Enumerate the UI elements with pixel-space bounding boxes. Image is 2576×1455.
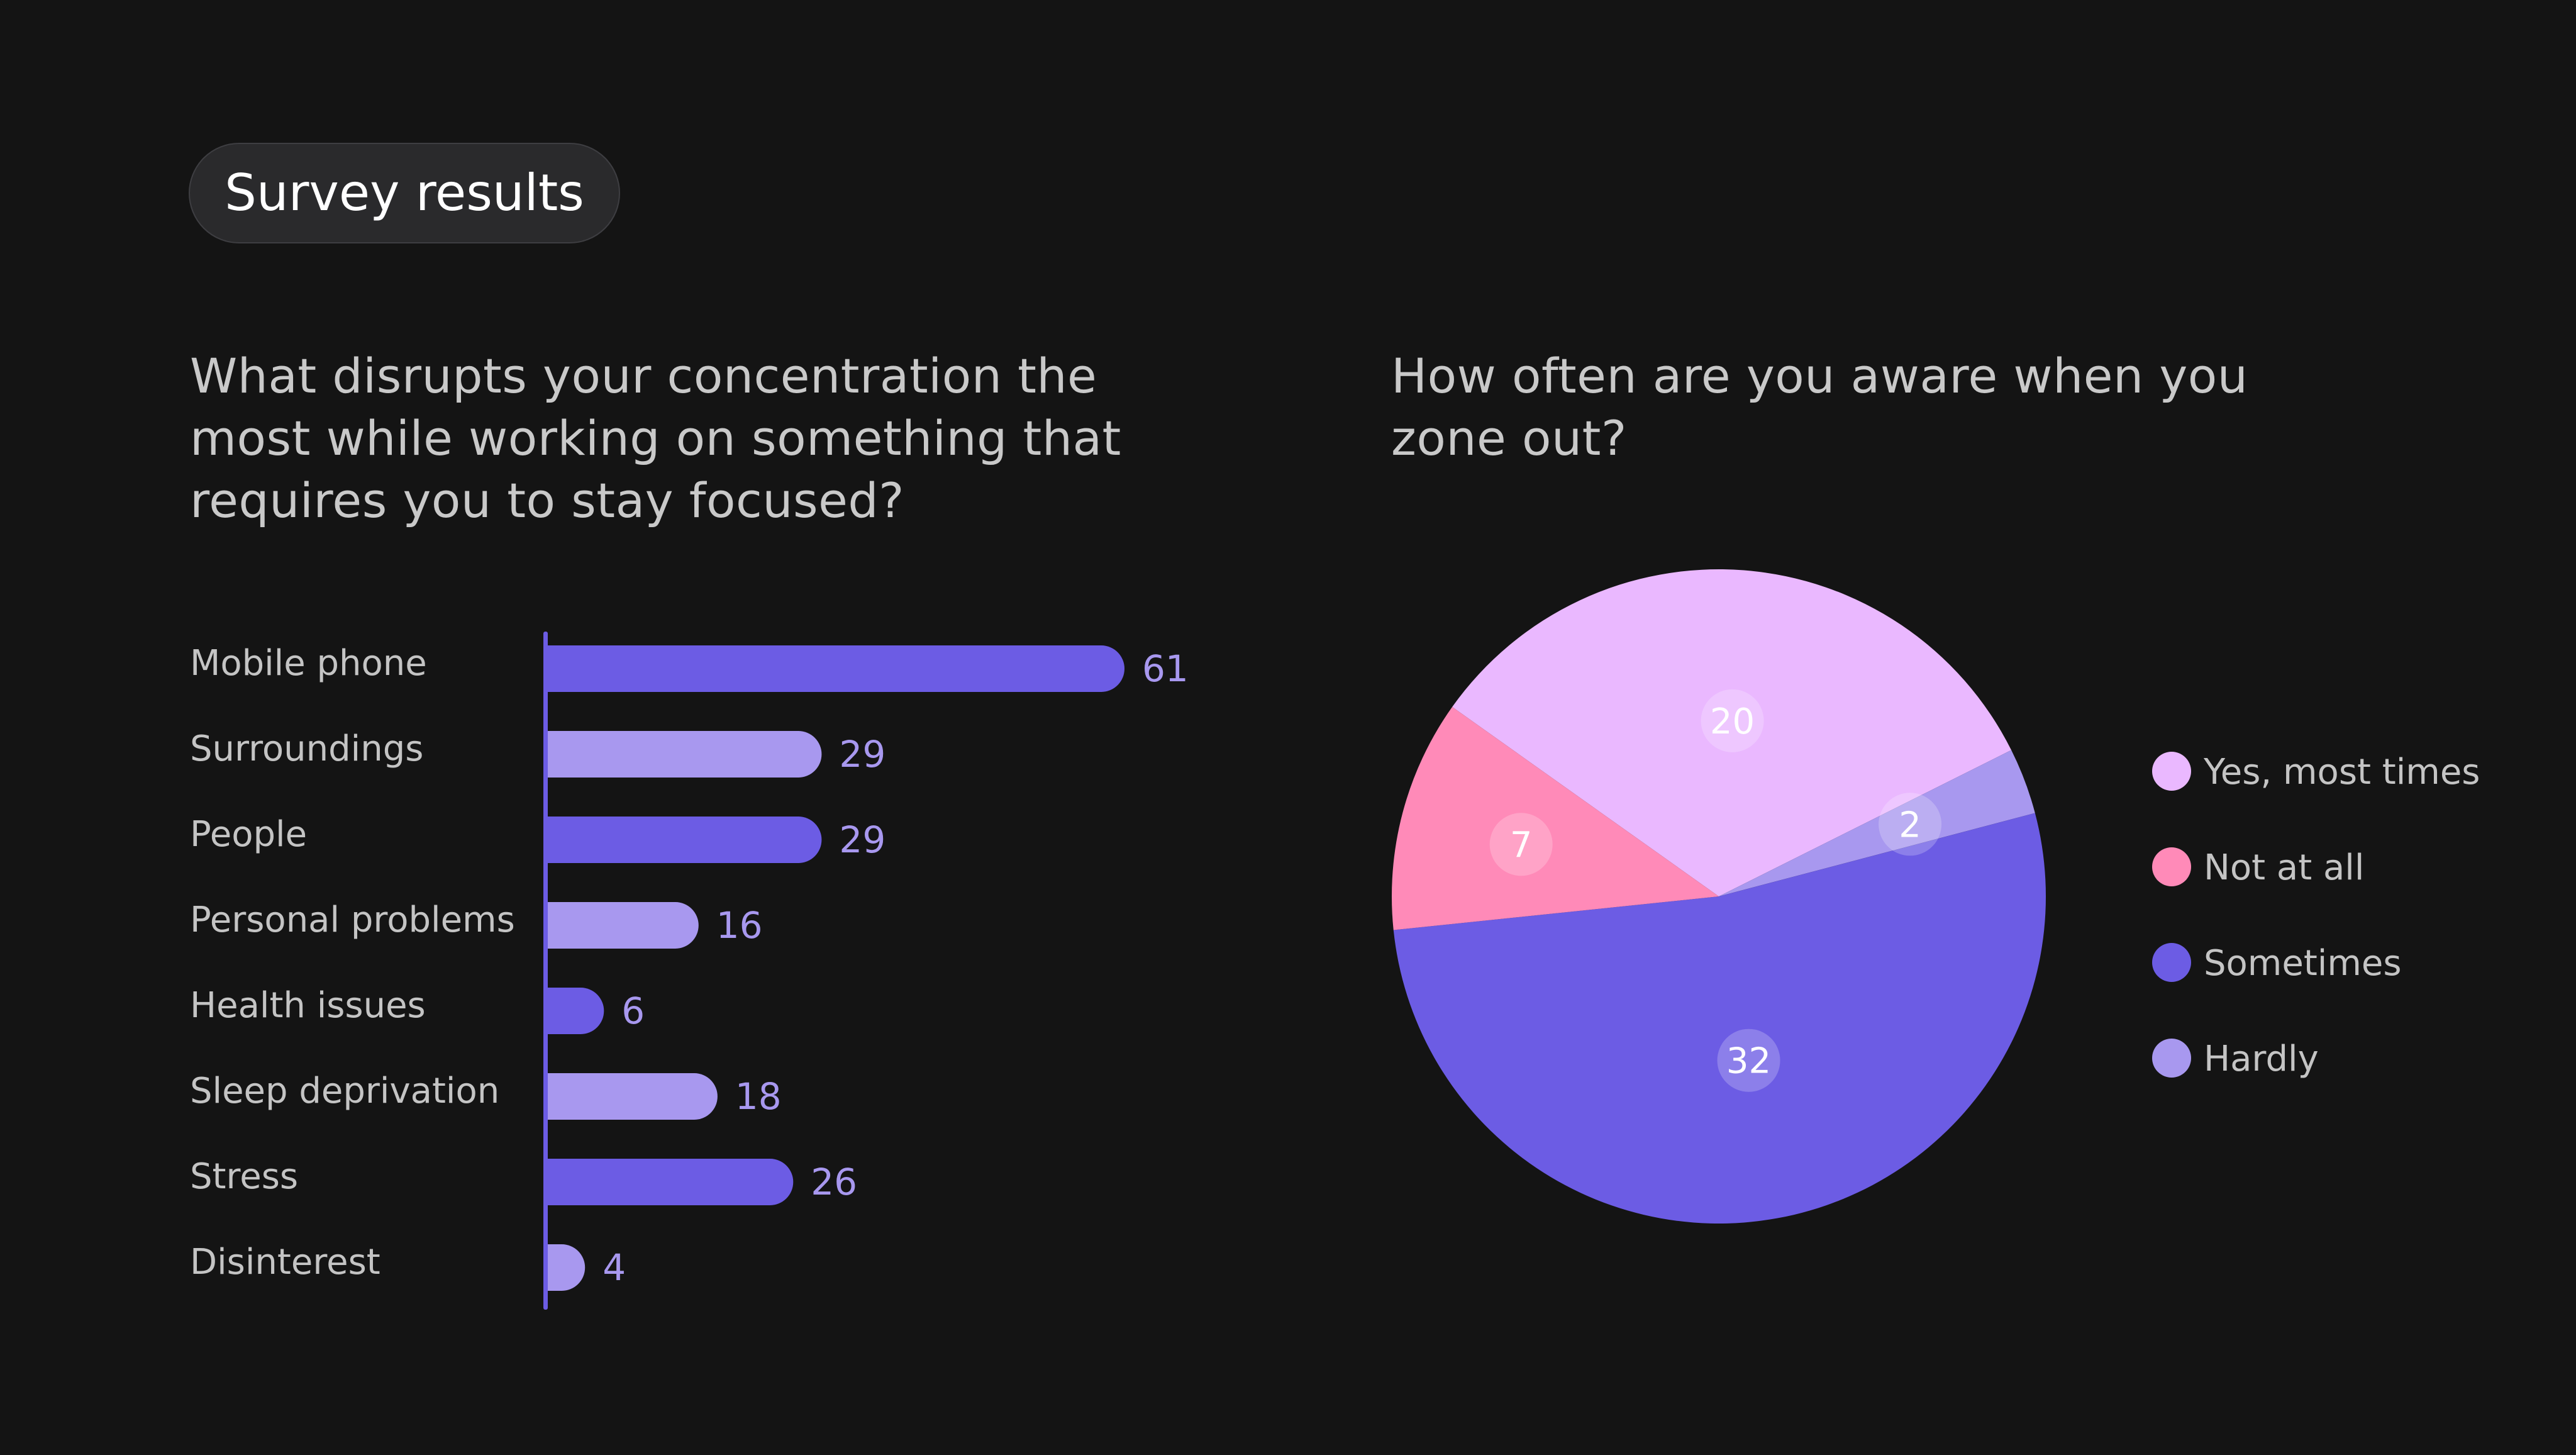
bar-axis-line xyxy=(543,632,548,1310)
pie-slice xyxy=(1392,706,1719,930)
bar-chart: Mobile phone 61 Surroundings 29 People 29 Pers… xyxy=(190,632,1189,1310)
bar xyxy=(547,988,604,1034)
bar-category-label: Sleep deprivation xyxy=(190,1071,499,1112)
legend-swatch xyxy=(2152,1039,2191,1078)
bar-value-label: 29 xyxy=(839,818,886,861)
legend-label: Not at all xyxy=(2204,847,2364,888)
bar-category-label: Surroundings xyxy=(190,728,423,769)
bar-value-label: 6 xyxy=(621,990,645,1032)
legend-swatch xyxy=(2152,752,2191,791)
bar-value-label: 29 xyxy=(839,733,886,776)
pie-value-badge xyxy=(1701,689,1764,752)
legend-swatch xyxy=(2152,943,2191,982)
bar-value-label: 4 xyxy=(602,1246,626,1289)
bar xyxy=(547,817,822,863)
bar-category-label: People xyxy=(190,814,307,855)
bar xyxy=(547,902,699,949)
bar-value-label: 18 xyxy=(735,1075,782,1118)
pie-slice xyxy=(1393,813,2046,1224)
pie-value-badge xyxy=(1717,1029,1780,1092)
pie-value-label: 20 xyxy=(1710,701,1755,742)
pie-value-label: 7 xyxy=(1510,825,1533,866)
bar xyxy=(547,731,822,778)
pie-value-label: 32 xyxy=(1726,1041,1771,1082)
bar xyxy=(547,645,1124,692)
pie-value-label: 2 xyxy=(1899,805,1921,845)
bar xyxy=(547,1073,718,1120)
legend-label: Hardly xyxy=(2204,1039,2319,1079)
bar-value-label: 26 xyxy=(811,1161,857,1203)
bar-chart-title: What disrupts your concentration the mos… xyxy=(190,348,1121,528)
bar-category-label: Stress xyxy=(190,1156,298,1197)
legend-label: Sometimes xyxy=(2204,943,2402,984)
bar-value-label: 61 xyxy=(1142,647,1189,690)
bar xyxy=(547,1159,794,1205)
legend-label: Yes, most times xyxy=(2203,752,2480,793)
pie-chart-title: How often are you aware when you zone ou… xyxy=(1391,348,2248,466)
bar-value-label: 16 xyxy=(716,904,763,947)
bar-category-label: Personal problems xyxy=(190,900,515,940)
bar-category-label: Disinterest xyxy=(190,1242,380,1283)
bar-category-label: Mobile phone xyxy=(190,643,427,684)
pie-slice xyxy=(1452,569,2012,896)
survey-results-badge: Survey results xyxy=(189,143,620,243)
bar xyxy=(547,1244,586,1291)
legend-swatch xyxy=(2152,847,2191,886)
pie-value-badge xyxy=(1489,813,1553,876)
pie-slice xyxy=(1719,750,2035,896)
pie-value-badge xyxy=(1879,793,1942,856)
bar-category-label: Health issues xyxy=(190,985,426,1026)
